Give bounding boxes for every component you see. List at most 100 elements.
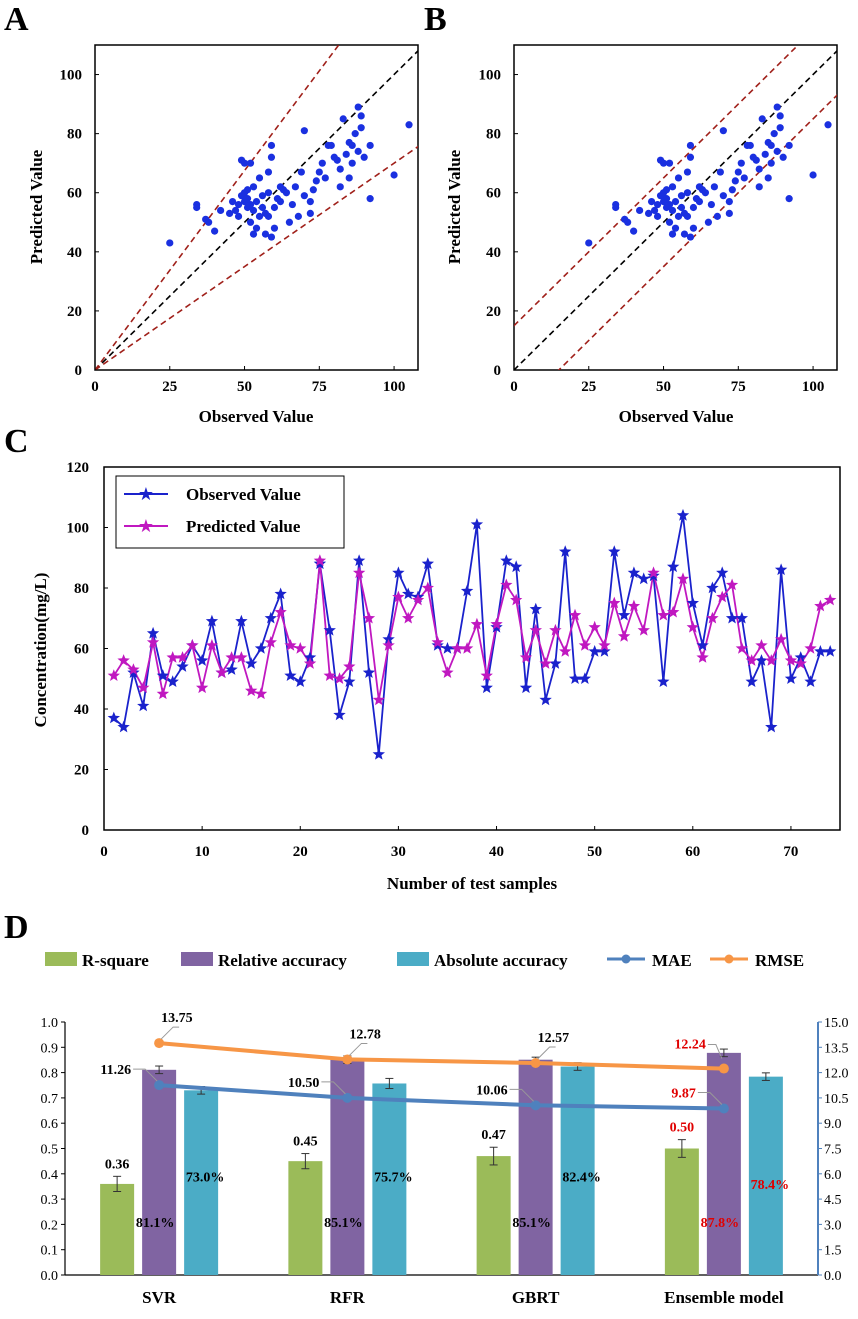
scatter-point bbox=[650, 206, 659, 215]
y-axis-title-a: Predicted Value bbox=[27, 149, 46, 264]
x-tick-label: 70 bbox=[783, 844, 798, 860]
star-marker-observed bbox=[117, 720, 130, 733]
right-y-tick-label: 0.0 bbox=[824, 1269, 842, 1284]
x-tick-label: 50 bbox=[656, 379, 671, 395]
x-tick-label: 0 bbox=[510, 379, 518, 395]
marker-mae bbox=[718, 1103, 729, 1114]
star-marker-observed bbox=[539, 693, 552, 706]
scatter-point bbox=[686, 141, 695, 150]
x-tick-label: 75 bbox=[731, 379, 746, 395]
y-tick-label: 20 bbox=[67, 304, 82, 320]
star-marker-observed bbox=[706, 581, 719, 594]
scatter-point bbox=[746, 141, 754, 150]
star-marker-observed bbox=[245, 657, 258, 669]
scatter-point bbox=[228, 197, 237, 206]
scatter-point bbox=[755, 165, 763, 173]
star-marker-predicted bbox=[176, 651, 189, 663]
star-marker-predicted bbox=[617, 629, 631, 642]
line-label-rmse: 12.57 bbox=[538, 1031, 570, 1046]
scatter-point bbox=[767, 141, 775, 150]
scatter-point bbox=[737, 159, 745, 167]
scatter-point bbox=[300, 127, 308, 135]
scatter-point bbox=[300, 192, 308, 200]
plot-frame-a bbox=[94, 44, 419, 371]
right-y-tick-label: 10.5 bbox=[824, 1092, 849, 1107]
reference-line-a-1 bbox=[95, 45, 340, 370]
y-tick-label: 60 bbox=[486, 186, 501, 202]
left-y-tick-label: 0.7 bbox=[41, 1092, 59, 1107]
line-label-rmse: 12.78 bbox=[349, 1027, 381, 1042]
star-marker-predicted bbox=[441, 666, 454, 678]
scatter-point bbox=[665, 159, 674, 167]
scatter-point bbox=[249, 183, 258, 191]
star-marker-observed bbox=[598, 645, 611, 657]
star-marker-predicted bbox=[745, 654, 758, 666]
x-tick-label: 75 bbox=[312, 379, 327, 395]
scatter-point bbox=[677, 203, 686, 212]
bar-absolute-accuracy bbox=[372, 1083, 407, 1275]
left-y-tick-label: 0.9 bbox=[41, 1041, 59, 1056]
star-marker-predicted bbox=[284, 639, 297, 651]
scatter-point bbox=[249, 206, 258, 215]
bar-relative-accuracy bbox=[142, 1069, 177, 1275]
right-y-tick-label: 4.5 bbox=[824, 1193, 842, 1208]
scatter-point bbox=[647, 197, 656, 206]
y-tick-label: 40 bbox=[486, 245, 501, 261]
left-y-tick-label: 0.2 bbox=[41, 1218, 59, 1233]
scatter-point bbox=[360, 153, 368, 161]
star-marker-predicted bbox=[735, 642, 748, 654]
scatter-point bbox=[653, 212, 662, 220]
legend-label-relative-accuracy: Relative accuracy bbox=[218, 951, 347, 970]
scatter-point bbox=[701, 189, 710, 197]
star-marker-predicted bbox=[529, 623, 542, 636]
scatter-point bbox=[680, 230, 689, 238]
star-marker-predicted bbox=[146, 636, 160, 648]
bar-absolute-accuracy bbox=[184, 1090, 219, 1275]
y-tick-label: 60 bbox=[67, 186, 82, 202]
reference-line-a-0 bbox=[95, 49, 418, 370]
line-label-rmse: 13.75 bbox=[161, 1011, 193, 1026]
star-marker-predicted bbox=[716, 590, 729, 603]
scatter-point bbox=[755, 183, 763, 191]
star-marker-observed bbox=[235, 614, 248, 627]
star-marker-observed bbox=[254, 642, 268, 654]
star-marker-predicted bbox=[264, 636, 277, 648]
scatter-point bbox=[671, 224, 680, 232]
scatter-point bbox=[767, 159, 775, 167]
legend-d: R-square Relative accuracy Absolute accu… bbox=[45, 951, 804, 970]
scatter-point bbox=[342, 150, 350, 158]
scatter-point bbox=[315, 168, 323, 176]
scatter-point bbox=[333, 156, 341, 164]
star-marker-observed bbox=[617, 608, 631, 621]
scatter-point bbox=[725, 197, 733, 206]
legend-label-mae: MAE bbox=[652, 951, 692, 970]
marker-mae bbox=[530, 1100, 541, 1111]
scatter-point bbox=[255, 174, 264, 182]
scatter-point bbox=[309, 186, 317, 194]
marker-mae bbox=[154, 1080, 165, 1091]
scatter-point bbox=[653, 200, 662, 209]
scatter-point bbox=[258, 192, 267, 200]
star-marker-predicted bbox=[372, 693, 385, 706]
y-tick-label: 0 bbox=[75, 363, 83, 379]
star-marker-predicted bbox=[127, 663, 140, 675]
star-marker-predicted bbox=[225, 651, 238, 663]
legend-star-icon-observed: ★ bbox=[138, 484, 154, 504]
scatter-point bbox=[668, 183, 677, 191]
star-marker-predicted bbox=[235, 651, 248, 663]
star-marker-observed bbox=[716, 566, 729, 579]
scatter-point bbox=[770, 130, 778, 138]
leader-line bbox=[321, 1081, 346, 1095]
star-marker-predicted bbox=[608, 596, 621, 609]
scatter-point bbox=[255, 212, 264, 220]
scatter-point bbox=[294, 212, 302, 220]
scatter-point bbox=[336, 183, 344, 191]
star-marker-predicted bbox=[588, 620, 601, 633]
scatter-point bbox=[716, 168, 724, 176]
y-tick-label: 100 bbox=[479, 68, 502, 84]
scatter-point bbox=[297, 168, 305, 176]
y-tick-label: 40 bbox=[74, 702, 89, 718]
panel-letter-b: B bbox=[424, 1, 447, 38]
scatter-point bbox=[668, 206, 677, 215]
star-marker-observed bbox=[549, 657, 562, 669]
